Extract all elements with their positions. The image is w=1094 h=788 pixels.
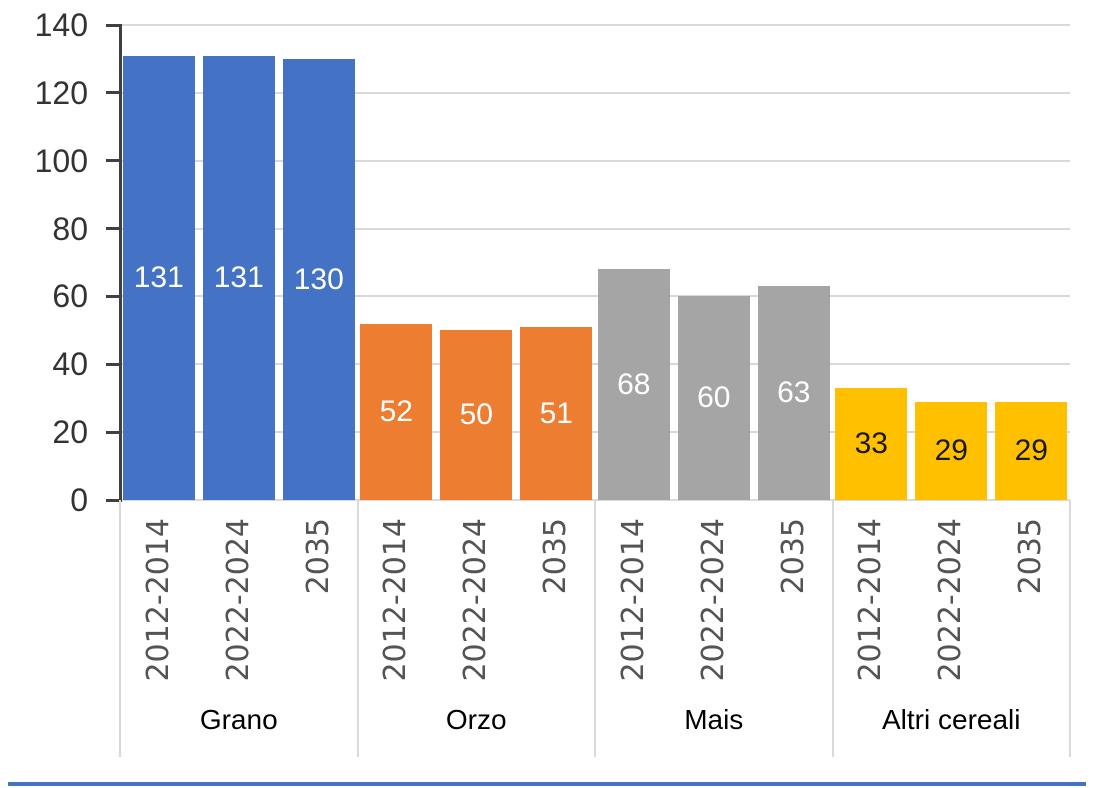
x-axis-label: 2022-2024 bbox=[695, 518, 731, 682]
gridline bbox=[120, 431, 1070, 434]
bar-mais-2022-2024: 60 bbox=[677, 296, 750, 500]
x-axis-label: 2035 bbox=[538, 518, 574, 595]
y-axis-tick-label: 140 bbox=[34, 7, 88, 43]
y-axis-tick bbox=[106, 294, 120, 298]
y-axis-tick-label: 120 bbox=[34, 74, 88, 111]
category-separator-line bbox=[1069, 500, 1071, 757]
x-axis-label: 2022-2024 bbox=[458, 518, 494, 682]
x-axis-label: 2022-2024 bbox=[220, 518, 256, 682]
bar-grano-2035: 130 bbox=[282, 59, 355, 500]
bar-mais-2035: 63 bbox=[757, 286, 830, 500]
bar-value-label: 130 bbox=[293, 262, 344, 296]
y-axis-line bbox=[119, 24, 122, 502]
gridline bbox=[120, 227, 1070, 230]
y-axis-tick bbox=[106, 498, 120, 502]
bar-mais-2012-2014: 68 bbox=[597, 269, 670, 500]
bar-value-label: 68 bbox=[617, 367, 651, 401]
bar-value-label: 50 bbox=[459, 398, 493, 431]
x-axis-label: 2022-2024 bbox=[933, 518, 969, 682]
bar-value-label: 63 bbox=[777, 376, 811, 409]
x-axis-label: 2012-2014 bbox=[615, 518, 651, 682]
y-axis-tick bbox=[106, 23, 120, 27]
y-axis-tick bbox=[106, 227, 120, 231]
bar-value-label: 33 bbox=[854, 427, 888, 460]
y-axis-tick-label: 100 bbox=[34, 142, 88, 179]
category-separator-line bbox=[594, 500, 596, 757]
x-axis-label: 2035 bbox=[300, 518, 336, 595]
bar-value-label: 60 bbox=[697, 381, 731, 414]
group-label-altri-cereali: Altri cereali bbox=[882, 704, 1021, 735]
bar-value-label: 131 bbox=[213, 261, 264, 294]
bar-value-label: 29 bbox=[1014, 434, 1048, 467]
x-axis-label: 2035 bbox=[1013, 518, 1049, 595]
bar-value-label: 52 bbox=[379, 395, 413, 428]
y-axis-tick-label: 40 bbox=[52, 346, 88, 383]
y-axis-tick bbox=[106, 159, 120, 163]
gridline bbox=[120, 363, 1070, 366]
y-axis-tick-label: 60 bbox=[52, 278, 88, 315]
category-separator-line bbox=[831, 500, 834, 757]
bar-altri-cereali-2035: 29 bbox=[995, 402, 1068, 500]
gridline bbox=[120, 295, 1070, 298]
group-label-grano: Grano bbox=[199, 704, 278, 735]
bar-grano-2012-2014: 131 bbox=[122, 56, 195, 500]
x-axis-label: 2035 bbox=[775, 518, 811, 595]
bar-value-label: 51 bbox=[539, 396, 573, 430]
bar-altri-cereali-2022-2024: 29 bbox=[915, 402, 988, 500]
gridline bbox=[120, 91, 1070, 94]
gridline bbox=[120, 24, 1070, 26]
category-separator-line bbox=[356, 500, 359, 757]
y-axis-tick-label: 20 bbox=[52, 414, 88, 451]
group-label-orzo: Orzo bbox=[445, 704, 507, 735]
bar-value-label: 29 bbox=[934, 434, 968, 467]
y-axis-tick bbox=[106, 91, 120, 95]
x-axis-label: 2012-2014 bbox=[140, 518, 176, 682]
y-axis-tick-label: 80 bbox=[52, 210, 88, 247]
group-label-mais: Mais bbox=[684, 704, 744, 735]
x-axis-label: 2012-2014 bbox=[378, 518, 414, 682]
y-axis-tick-label: 0 bbox=[70, 482, 88, 518]
bar-grano-2022-2024: 131 bbox=[202, 56, 275, 500]
bar-orzo-2022-2024: 50 bbox=[440, 330, 513, 500]
bar-orzo-2035: 51 bbox=[520, 327, 593, 500]
gridline bbox=[120, 159, 1070, 162]
x-axis-label: 2012-2014 bbox=[853, 518, 889, 682]
bar-orzo-2012-2014: 52 bbox=[360, 324, 433, 500]
y-axis-tick bbox=[106, 430, 120, 434]
y-axis-tick bbox=[106, 362, 120, 366]
bar-altri-cereali-2012-2014: 33 bbox=[835, 388, 908, 500]
bottom-border-line bbox=[8, 782, 1086, 786]
category-separator-line bbox=[119, 500, 121, 757]
bar-value-label: 131 bbox=[133, 261, 184, 294]
